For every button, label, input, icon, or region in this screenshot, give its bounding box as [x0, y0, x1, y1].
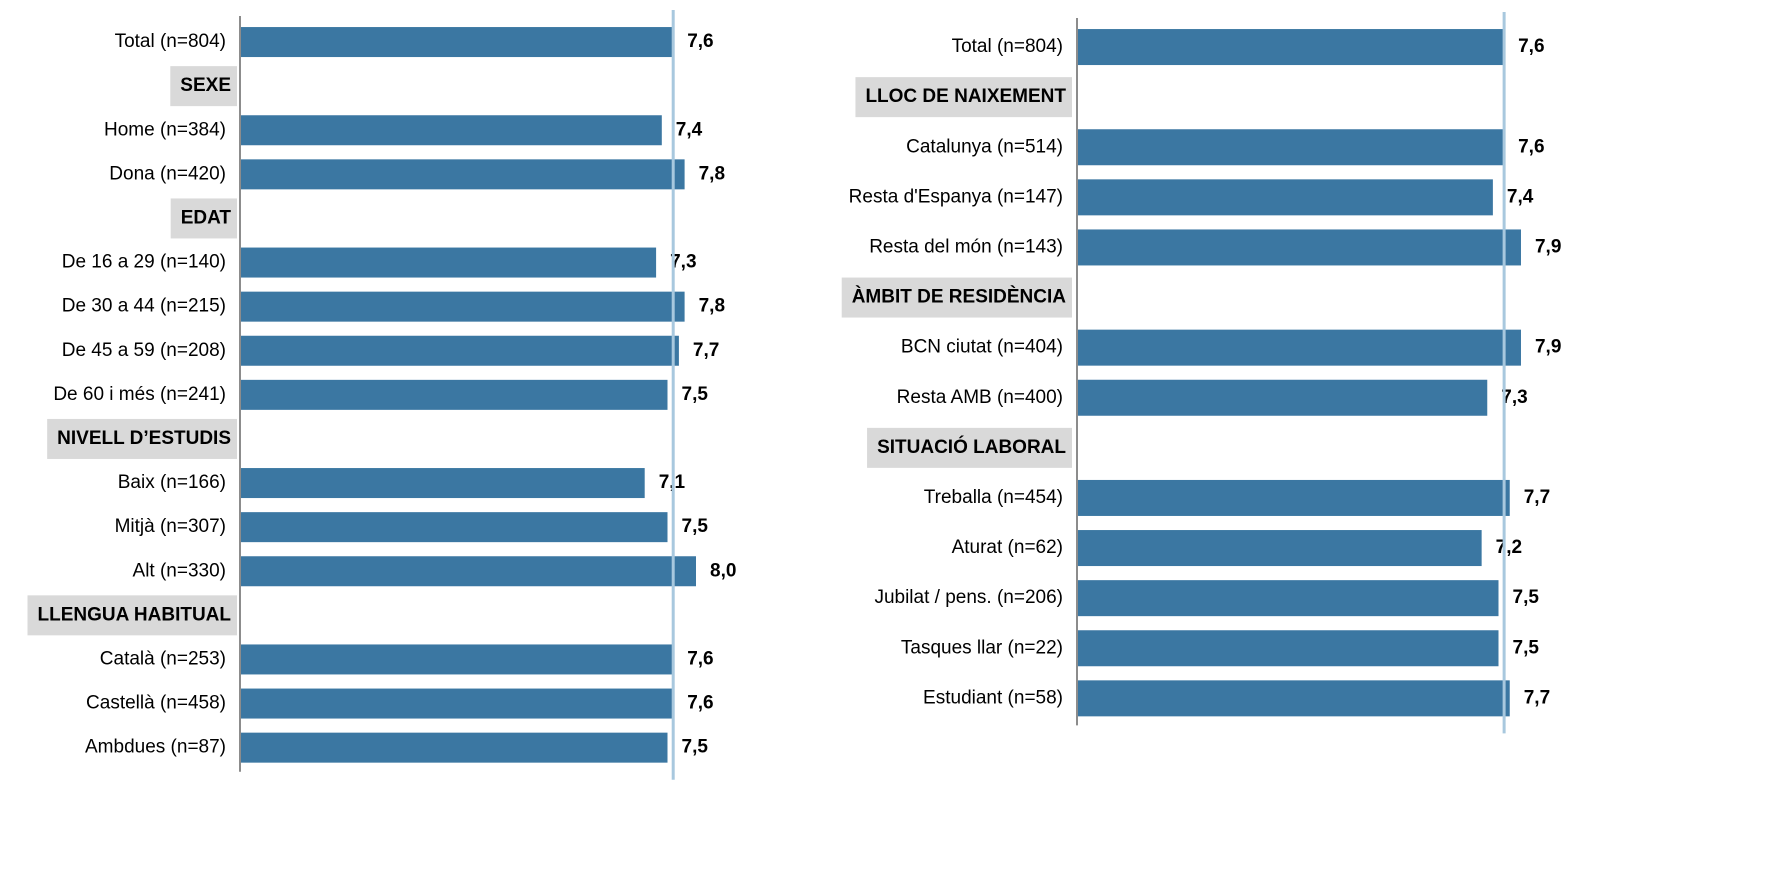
- bar: [240, 335, 679, 366]
- value-label: 7,3: [1501, 387, 1527, 408]
- value-label: 7,3: [670, 252, 696, 273]
- bar: [1077, 630, 1499, 667]
- category-label: Dona (n=420): [109, 163, 226, 184]
- value-label: 7,6: [687, 31, 713, 52]
- group-header-box: [27, 595, 237, 636]
- value-label: 7,5: [682, 516, 709, 537]
- category-label: Ambdues (n=87): [85, 737, 226, 758]
- category-label: Mitjà (n=307): [115, 516, 226, 537]
- value-label: 7,6: [687, 648, 713, 669]
- category-label: Alt (n=330): [133, 560, 226, 581]
- category-label: Resta d'Espanya (n=147): [849, 186, 1063, 207]
- category-label: Resta AMB (n=400): [897, 387, 1063, 408]
- bar: [240, 291, 685, 322]
- category-label: De 60 i més (n=241): [53, 384, 226, 405]
- value-label: 7,6: [1518, 36, 1544, 57]
- bar: [1077, 479, 1510, 516]
- category-label: Catalunya (n=514): [906, 136, 1063, 157]
- group-header: SEXE: [180, 75, 231, 96]
- category-label: Home (n=384): [104, 119, 226, 140]
- value-label: 7,9: [1535, 236, 1561, 257]
- group-header-box: [841, 277, 1072, 318]
- group-header: NIVELL D’ESTUDIS: [57, 428, 231, 449]
- group-header: LLOC DE NAIXEMENT: [865, 86, 1066, 107]
- bar: [240, 556, 696, 587]
- category-label: Total (n=804): [952, 36, 1063, 57]
- value-label: 7,5: [1513, 587, 1540, 608]
- category-label: BCN ciutat (n=404): [901, 337, 1063, 358]
- value-label: 7,4: [1507, 186, 1534, 207]
- bar: [1077, 580, 1499, 617]
- bar: [1077, 129, 1505, 166]
- category-label: Castellà (n=458): [86, 693, 226, 714]
- value-label: 7,7: [1524, 487, 1550, 508]
- category-label: Català (n=253): [100, 648, 226, 669]
- category-label: Jubilat / pens. (n=206): [874, 587, 1063, 608]
- bar: [240, 115, 662, 146]
- category-label: Aturat (n=62): [952, 537, 1063, 558]
- category-label: Estudiant (n=58): [923, 687, 1063, 708]
- bar: [1077, 329, 1521, 366]
- group-header-box: [47, 418, 237, 459]
- value-label: 7,9: [1535, 337, 1561, 358]
- value-label: 7,8: [699, 163, 725, 184]
- group-header-box: [855, 77, 1072, 118]
- category-label: De 45 a 59 (n=208): [62, 340, 226, 361]
- value-label: 7,4: [676, 119, 703, 140]
- value-label: 7,8: [699, 296, 725, 317]
- value-label: 7,5: [1513, 637, 1540, 658]
- bar: [240, 468, 645, 499]
- value-label: 7,7: [1524, 687, 1550, 708]
- bar: [240, 512, 668, 543]
- bar: [240, 644, 674, 675]
- group-header: SITUACIÓ LABORAL: [877, 436, 1066, 458]
- bar: [1077, 680, 1510, 717]
- group-header: ÀMBIT DE RESIDÈNCIA: [852, 286, 1067, 308]
- category-label: Baix (n=166): [118, 472, 226, 493]
- bar: [240, 379, 668, 410]
- group-header: EDAT: [181, 207, 232, 228]
- category-label: Total (n=804): [115, 31, 226, 52]
- value-label: 8,0: [710, 560, 736, 581]
- group-header-box: [170, 198, 237, 239]
- bar: [240, 159, 685, 190]
- bar: [1077, 379, 1488, 416]
- bar: [1077, 179, 1493, 216]
- value-label: 7,2: [1496, 537, 1522, 558]
- bar: [240, 732, 668, 763]
- bars: [1077, 29, 1521, 717]
- bar: [240, 247, 657, 278]
- value-label: 7,6: [1518, 136, 1544, 157]
- group-header-box: [867, 427, 1072, 468]
- category-label: Treballa (n=454): [924, 487, 1063, 508]
- bar: [1077, 229, 1521, 266]
- value-label: 7,6: [687, 693, 713, 714]
- value-label: 7,5: [682, 384, 709, 405]
- bar: [1077, 29, 1505, 66]
- category-label: De 16 a 29 (n=140): [62, 252, 226, 273]
- bar: [240, 27, 674, 58]
- category-label: Tasques llar (n=22): [901, 637, 1063, 658]
- group-header-box: [170, 66, 237, 107]
- value-label: 7,5: [682, 737, 709, 758]
- bar: [240, 688, 674, 719]
- group-header: LLENGUA HABITUAL: [38, 604, 232, 625]
- bar: [1077, 530, 1482, 567]
- value-label: 7,7: [693, 340, 719, 361]
- category-label: De 30 a 44 (n=215): [62, 296, 226, 317]
- category-label: Resta del món (n=143): [869, 236, 1063, 257]
- bars: [240, 27, 696, 763]
